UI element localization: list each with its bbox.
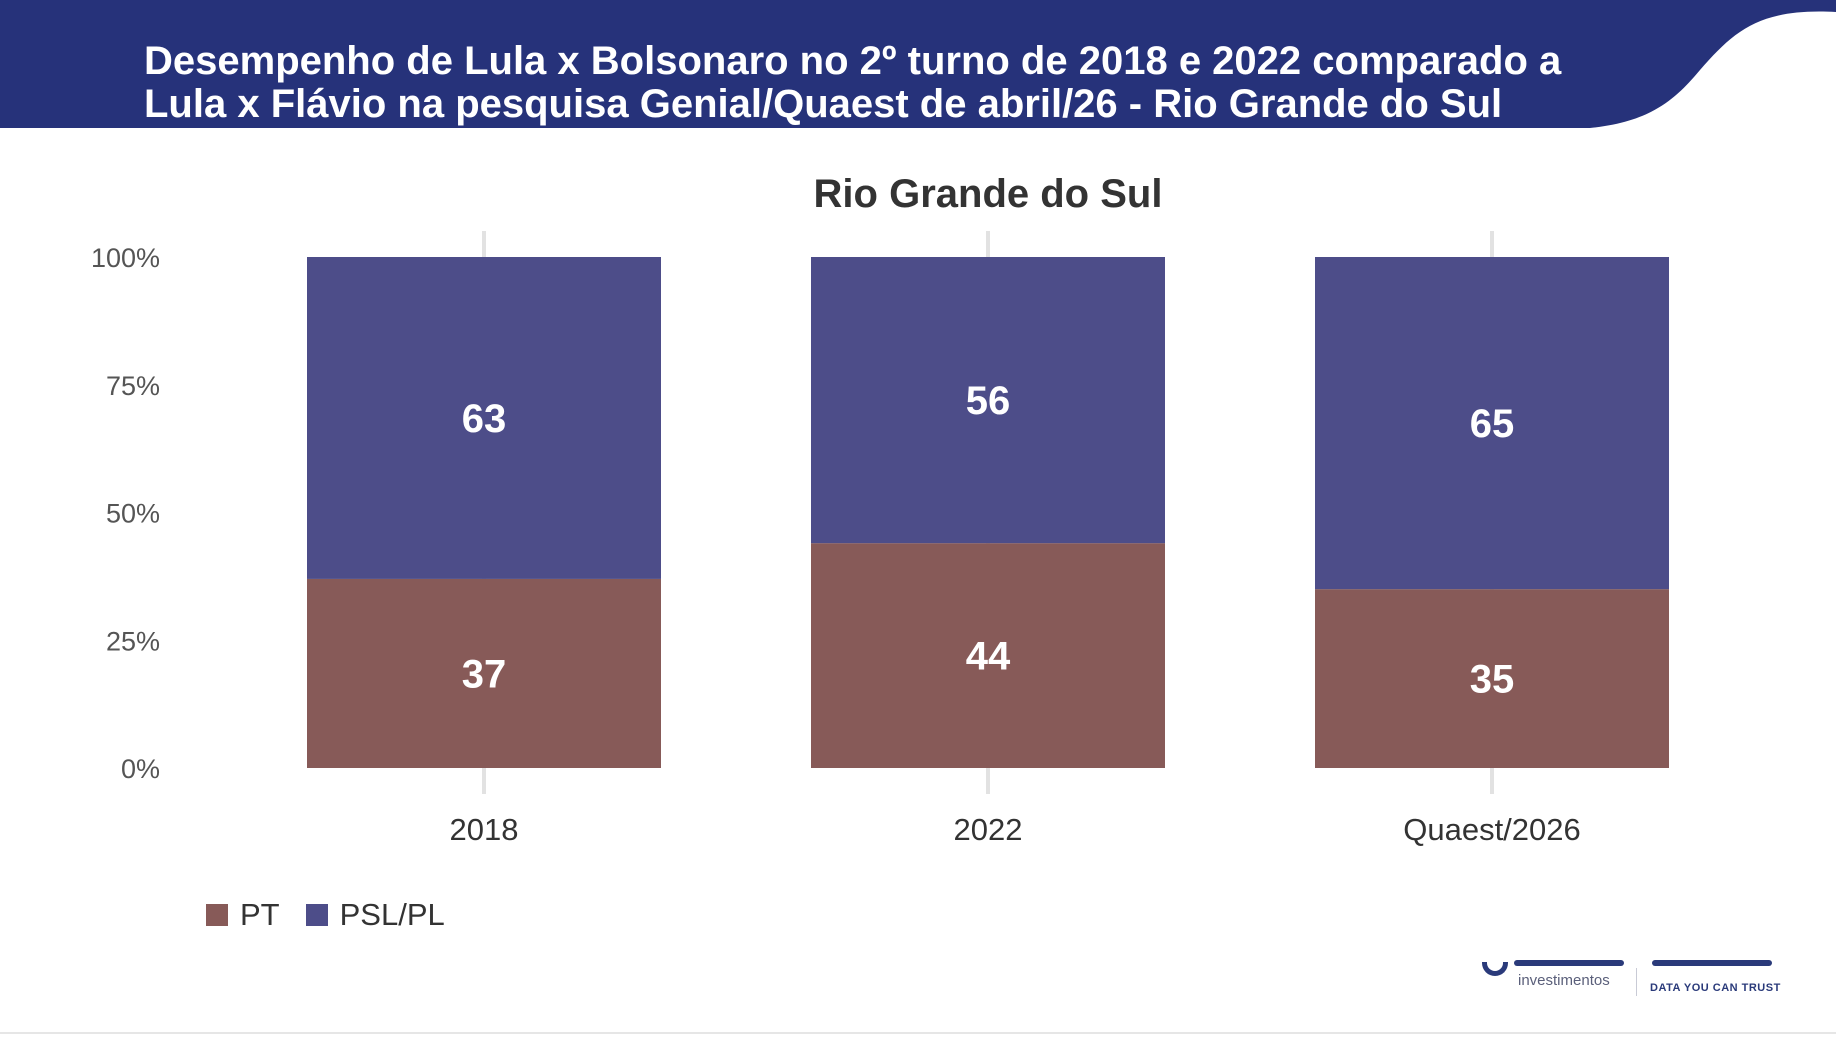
brand-mark-icon xyxy=(1482,962,1508,976)
brand-divider xyxy=(1636,968,1637,996)
data-label: 56 xyxy=(966,379,1011,423)
data-label: 37 xyxy=(462,652,507,696)
legend-label-psl-pl: PSL/PL xyxy=(339,897,445,932)
header-band-shape xyxy=(0,0,1836,128)
page-title-line-1: Desempenho de Lula x Bolsonaro no 2º tur… xyxy=(144,39,1562,83)
bar-psl-pl-0 xyxy=(307,257,661,579)
bar-psl-pl-2 xyxy=(1315,257,1669,590)
brand-logo: investimentos DATA YOU CAN TRUST xyxy=(1482,960,1784,1004)
y-tick-label: 75% xyxy=(106,371,160,401)
legend-swatch-psl-pl xyxy=(305,904,328,926)
y-tick-label: 0% xyxy=(121,754,160,784)
legend-swatch-pt xyxy=(206,904,228,926)
brand-logo-cropped-top xyxy=(1514,960,1624,966)
chart-legend: PT PSL/PL xyxy=(206,897,471,933)
data-label: 35 xyxy=(1470,658,1515,702)
chart-title: Rio Grande do Sul xyxy=(814,172,1163,216)
bottom-rule xyxy=(0,1032,1836,1034)
bar-pt-2 xyxy=(1315,589,1669,768)
brand-tagline: DATA YOU CAN TRUST xyxy=(1650,982,1781,994)
bar-pt-0 xyxy=(307,578,661,768)
y-tick-label: 25% xyxy=(106,626,160,656)
bar-pt-1 xyxy=(811,543,1165,768)
legend-label-pt: PT xyxy=(240,897,280,932)
x-tick-label: 2022 xyxy=(954,812,1023,847)
data-label: 63 xyxy=(462,397,507,441)
stacked-bar-chart: Rio Grande do Sul 0% 25% 50% 75% 100% 37 63 2018… xyxy=(91,172,1669,847)
header-band xyxy=(0,0,1836,128)
x-tick-label: 2018 xyxy=(450,812,519,847)
brand-left-text: investimentos xyxy=(1518,972,1610,989)
y-tick-label: 50% xyxy=(106,499,160,529)
data-label: 44 xyxy=(966,635,1011,679)
page-title: Desempenho de Lula x Bolsonaro no 2º tur… xyxy=(144,40,1644,126)
y-tick-label: 100% xyxy=(91,243,160,273)
page-title-line-2: Lula x Flávio na pesquisa Genial/Quaest … xyxy=(144,82,1503,126)
legend-item-pt: PT xyxy=(206,897,280,933)
data-label: 65 xyxy=(1470,402,1515,446)
legend-item-psl-pl: PSL/PL xyxy=(305,897,445,933)
brand-logo-cropped-top-right xyxy=(1652,960,1772,966)
bar-psl-pl-1 xyxy=(811,257,1165,544)
x-tick-label: Quaest/2026 xyxy=(1403,812,1581,847)
